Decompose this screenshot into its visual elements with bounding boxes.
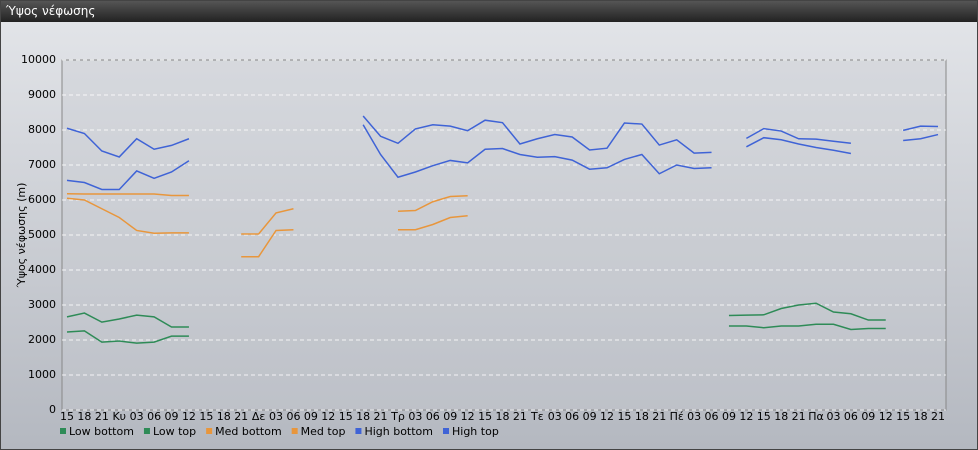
x-tick-label: 09	[443, 410, 457, 423]
legend-label: Low bottom	[69, 425, 134, 438]
x-tick-label: 21	[652, 410, 666, 423]
x-tick-label: 18	[217, 410, 231, 423]
x-tick-label: 12	[321, 410, 335, 423]
series-line	[397, 215, 468, 231]
y-tick-label: 3000	[28, 298, 56, 311]
series-line	[362, 124, 712, 179]
x-tick-label: Πέ	[670, 410, 684, 423]
series-line	[397, 195, 468, 212]
x-tick-label: 09	[583, 410, 597, 423]
x-tick-label: 03	[269, 410, 283, 423]
legend-swatch	[443, 428, 449, 434]
series-line	[728, 323, 886, 331]
x-tick-label: 03	[548, 410, 562, 423]
series-line	[66, 192, 189, 197]
x-tick-label: 12	[182, 410, 196, 423]
x-tick-label: 21	[513, 410, 527, 423]
x-tick-label: 18	[496, 410, 510, 423]
y-tick-label: 8000	[28, 123, 56, 136]
series-line	[66, 127, 190, 158]
x-tick-label: 18	[635, 410, 649, 423]
x-tick-label: 09	[722, 410, 736, 423]
series-line	[241, 208, 294, 235]
y-tick-label: 0	[49, 403, 56, 416]
x-tick-label: 12	[879, 410, 893, 423]
chart: Ύψος νέφωσης (m) 0 1000 2000 3000 4000 5000 60…	[15, 53, 947, 438]
x-tick-label: Πα	[808, 410, 824, 423]
x-tick-label: 09	[304, 410, 318, 423]
series-line	[241, 229, 294, 258]
y-tick-label: 6000	[28, 193, 56, 206]
legend-label: High bottom	[364, 425, 433, 438]
x-tick-label: 06	[426, 410, 440, 423]
x-tick-label: 15	[339, 410, 353, 423]
x-tick-label: 15	[896, 410, 910, 423]
x-tick-label: 18	[774, 410, 788, 423]
x-tick-label: 15	[478, 410, 492, 423]
series-line	[903, 133, 939, 142]
series-line	[66, 330, 189, 344]
series-line	[746, 136, 852, 155]
x-tick-label: 06	[147, 410, 161, 423]
x-tick-label: 06	[286, 410, 300, 423]
x-tick-label: Κυ	[112, 410, 126, 423]
series-line	[746, 127, 851, 145]
x-tick-label: 06	[844, 410, 858, 423]
x-tick-label: 12	[739, 410, 753, 423]
x-tick-label: 12	[461, 410, 475, 423]
legend-swatch	[143, 428, 150, 434]
y-axis-label: Ύψος νέφωσης (m)	[15, 183, 28, 289]
x-tick-label: 18	[77, 410, 91, 423]
series-line	[362, 115, 712, 154]
x-tick-label: 21	[234, 410, 248, 423]
y-tick-label: 4000	[28, 263, 56, 276]
x-tick-label: 21	[374, 410, 388, 423]
legend-label: Med bottom	[215, 425, 282, 438]
x-tick-label: 09	[861, 410, 875, 423]
x-tick-label: 18	[914, 410, 928, 423]
x-tick-label: 15	[199, 410, 213, 423]
legend-label: Med top	[301, 425, 346, 438]
x-tick-label: 15	[757, 410, 771, 423]
x-tick-label: Δε	[252, 410, 266, 423]
y-tick-label: 7000	[28, 158, 56, 171]
x-tick-label: 15	[617, 410, 631, 423]
series-line	[66, 312, 189, 328]
y-tick-label: 9000	[28, 88, 56, 101]
x-tick-label: 03	[826, 410, 840, 423]
x-tick-label: 03	[130, 410, 144, 423]
x-tick-label: 15	[60, 410, 74, 423]
legend-swatch	[206, 428, 213, 434]
x-tick-label: 21	[931, 410, 945, 423]
legend-swatch	[291, 428, 298, 434]
y-tick-label: 10000	[21, 53, 56, 66]
series-line	[66, 197, 189, 235]
x-tick-label: Τε	[530, 410, 544, 423]
y-tick-label: 1000	[28, 368, 56, 381]
x-tick-label: 06	[565, 410, 579, 423]
title-bar: Ύψος νέφωσης	[1, 1, 977, 22]
legend-swatch	[355, 428, 362, 434]
legend-swatch	[60, 428, 66, 434]
legend-label: Low top	[153, 425, 196, 438]
series-line	[66, 160, 190, 191]
x-tick-label: 03	[408, 410, 422, 423]
x-tick-label: 06	[705, 410, 719, 423]
chart-title: Ύψος νέφωσης	[6, 4, 96, 18]
legend-label: High top	[452, 425, 499, 438]
series-line	[902, 125, 939, 132]
series-line	[728, 302, 886, 321]
y-tick-label: 5000	[28, 228, 56, 241]
x-tick-label: 18	[356, 410, 370, 423]
x-tick-label: 12	[600, 410, 614, 423]
x-tick-label: 21	[95, 410, 109, 423]
x-tick-label: 21	[792, 410, 806, 423]
x-tick-label: Τρ	[390, 410, 405, 423]
x-tick-label: 09	[165, 410, 179, 423]
x-tick-label: 03	[687, 410, 701, 423]
y-tick-label: 2000	[28, 333, 56, 346]
